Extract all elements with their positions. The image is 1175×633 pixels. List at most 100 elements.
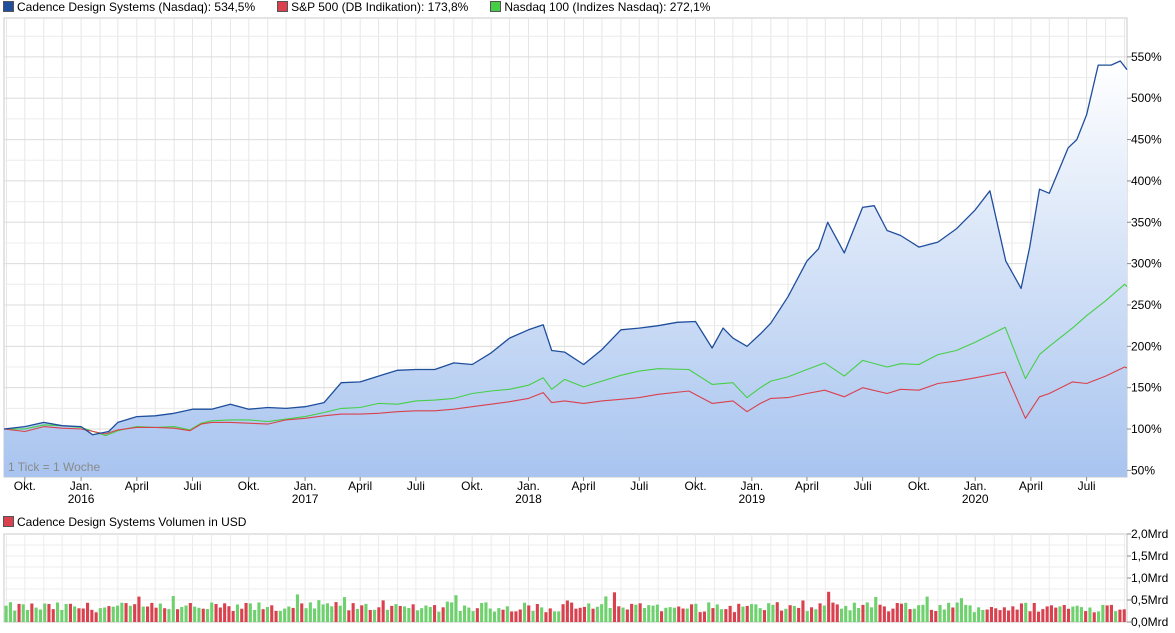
volume-bar (582, 606, 586, 622)
x-tick-label: Jan. (964, 479, 987, 493)
volume-bar (1015, 609, 1019, 622)
volume-bar (715, 604, 719, 622)
volume-bar (86, 602, 90, 622)
x-tick-label: Jan. (517, 479, 540, 493)
volume-bar (578, 607, 582, 622)
volume-bar (180, 607, 184, 622)
x-tick-label: Okt. (685, 479, 707, 493)
volume-bar (360, 605, 364, 622)
volume-bar (827, 591, 831, 622)
volume-bar (463, 605, 467, 622)
volume-bar (642, 608, 646, 622)
volume-bar (788, 605, 792, 622)
volume-bar (64, 604, 68, 622)
volume-bar (805, 611, 809, 622)
volume-bar (334, 602, 338, 622)
volume-bar (171, 596, 175, 622)
volume-bar (947, 602, 951, 622)
legend-volume: Cadence Design Systems Volumen in USD (3, 515, 246, 529)
volume-bar (1019, 603, 1023, 622)
volume-bars (4, 591, 1126, 622)
x-year-label: 2019 (738, 492, 765, 506)
volume-bar (904, 602, 908, 622)
volume-bar (617, 606, 621, 622)
x-year-label: 2017 (292, 492, 319, 506)
volume-bar (882, 606, 886, 622)
volume-bar (398, 606, 402, 622)
volume-bar (197, 607, 201, 622)
x-tick-label: April (572, 479, 596, 493)
volume-bar (591, 608, 595, 622)
volume-bar (137, 596, 141, 622)
x-tick-label: April (125, 479, 149, 493)
volume-bar (959, 598, 963, 622)
volume-bar (681, 608, 685, 622)
volume-bar (488, 608, 492, 622)
volume-bar (972, 612, 976, 622)
volume-bar (223, 603, 227, 622)
volume-bar (210, 602, 214, 622)
volume-bar (107, 606, 111, 622)
x-tick-label: Jan. (741, 479, 764, 493)
volume-bar (437, 611, 441, 622)
volume-bar (1024, 602, 1028, 622)
volume-bar (934, 611, 938, 622)
volume-bar (1007, 610, 1011, 622)
volume-bar (141, 606, 145, 622)
volume-bar (544, 612, 548, 622)
volume-bar (634, 604, 638, 622)
volume-bar (625, 609, 629, 622)
volume-bar (1058, 606, 1062, 622)
volume-bar (857, 608, 861, 622)
volume-bar (895, 603, 899, 622)
volume-bar (330, 606, 334, 622)
volume-bar (780, 610, 784, 622)
volume-bar (728, 605, 732, 622)
volume-bar (424, 605, 428, 622)
volume-bar (287, 606, 291, 622)
volume-bar (784, 608, 788, 622)
legend-sp500: S&P 500 (DB Indikation): 173,8% (277, 0, 468, 14)
volume-bar (518, 609, 522, 622)
volume-bar (741, 606, 745, 622)
volume-bar (540, 607, 544, 622)
volume-bar (411, 604, 415, 622)
volume-bar (848, 610, 852, 622)
volume-bar (1079, 607, 1083, 622)
volume-bar (373, 609, 377, 622)
volume-bar (775, 602, 779, 622)
y-tick-label: 200% (1131, 339, 1162, 353)
volume-bar (73, 606, 77, 622)
volume-bar (925, 596, 929, 622)
volume-bar (257, 602, 261, 622)
volume-bar (420, 608, 424, 622)
volume-bar (608, 608, 612, 622)
y-tick-label: 50% (1131, 463, 1155, 477)
volume-bar (565, 600, 569, 622)
volume-bar (244, 603, 248, 622)
volume-bar (274, 610, 278, 622)
volume-bar (878, 604, 882, 622)
volume-bar (377, 607, 381, 622)
volume-bar (668, 607, 672, 622)
series-line-nasdaq100 (4, 283, 1128, 437)
volume-bar (184, 605, 188, 622)
volume-bar (638, 603, 642, 622)
volume-bar (77, 608, 81, 622)
x-tick-label: Jan. (294, 479, 317, 493)
volume-bar (475, 608, 479, 622)
volume-bar (711, 608, 715, 622)
volume-bar (724, 609, 728, 622)
volume-bar (1049, 605, 1053, 622)
volume-bar (467, 607, 471, 622)
y-tick-label: 500% (1131, 91, 1162, 105)
volume-bar (1028, 611, 1032, 622)
volume-bar (964, 604, 968, 622)
volume-bar (523, 602, 527, 622)
volume-bar (801, 600, 805, 622)
volume-bar (548, 608, 552, 622)
volume-bar (26, 610, 30, 622)
volume-bar (510, 611, 514, 622)
volume-bar (612, 592, 616, 622)
